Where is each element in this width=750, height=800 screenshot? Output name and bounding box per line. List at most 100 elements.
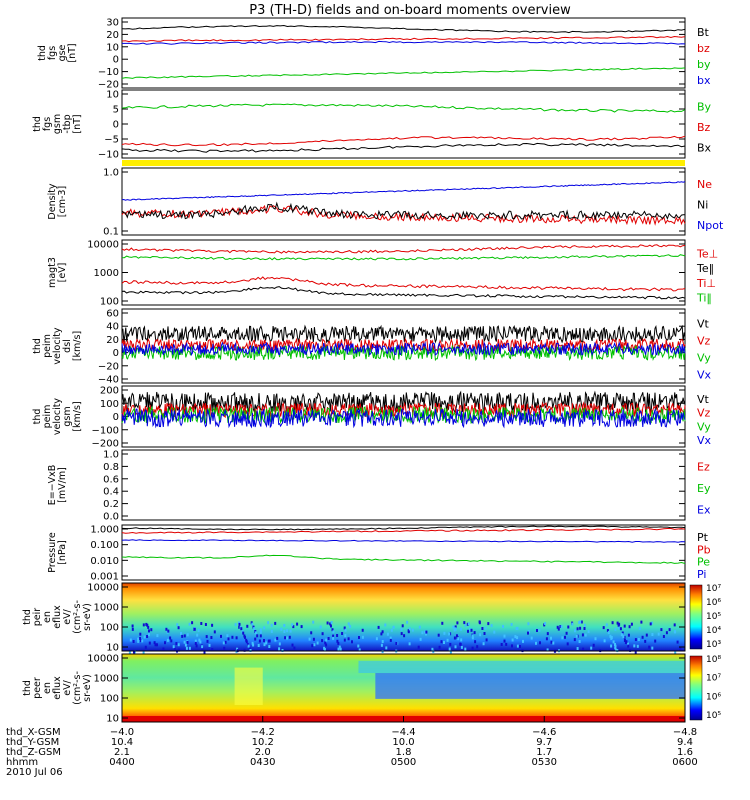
spectrogram-pixel [338,645,341,649]
spectrogram-pixel [573,638,576,642]
spectrogram-pixel [610,636,613,640]
spectrogram-pixel [400,627,403,631]
spectrogram-pixel [319,625,322,629]
spectrogram-pixel [648,645,651,649]
spectrogram-pixel [614,627,617,631]
spectrogram-pixel [590,646,593,650]
spectrogram-pixel [610,644,613,648]
spectrogram-pixel [522,639,524,643]
spectrogram-pixel [240,627,243,631]
y-axis-label: sr-eV) [82,674,93,702]
y-tick-label: 0 [113,55,119,66]
spectrogram-pixel [401,624,404,628]
x-axis-row-label: thd_Y-GSM [6,737,59,748]
spectrogram-pixel [575,634,578,638]
spectrogram-pixel [607,631,610,635]
spectrogram-pixel [286,636,289,640]
legend-pi: Pi [697,568,706,581]
y-axis-label: -tbp [62,114,73,133]
series-line-Npot [121,181,686,201]
y-tick-label: 100 [100,694,119,705]
y-axis-label: dsl [62,339,73,353]
y-tick-label: 0.100 [90,540,119,551]
y-axis-label: en [42,682,53,694]
spectrogram-pixel [263,626,266,630]
spectrogram-pixel [453,636,456,640]
spectrogram-pixel [257,644,260,647]
spectrogram-pixel [425,630,428,634]
spectrogram-pixel [578,621,581,624]
spectrogram-pixel [665,631,668,635]
spectrogram-pixel [476,645,479,649]
spectrogram-pixel [175,642,178,646]
y-tick-label: 1000 [94,674,119,685]
spectrogram-pixel [484,626,487,630]
spectrogram-pixel [456,634,458,638]
panel-frame-density [121,167,686,236]
y-axis-label: peim [42,405,53,429]
y-tick-label: 0.8 [103,462,119,473]
spectrogram-pixel [560,625,563,629]
spectrogram-pixel [446,638,449,642]
spectrogram-pixel [448,647,451,651]
spectrogram-pixel [514,635,517,639]
spectrogram-peir [122,583,685,651]
spectrogram-pixel [268,645,271,648]
spectrogram-pixel [173,648,176,652]
spectrogram-pixel [627,633,630,637]
spectrogram-pixel [131,627,134,631]
spectrogram-pixel [251,641,254,645]
spectrogram-pixel [200,622,203,625]
series-line-Bz [121,135,686,147]
spectrogram-pixel [645,633,648,637]
spectrogram-pixel [676,640,679,644]
spectrogram-pixel [351,640,353,644]
legend-ni: Ni [697,199,708,212]
spectrogram-pixel [206,639,209,643]
y-tick-label: 10 [106,90,119,101]
spectrogram-pixel [623,624,626,628]
spectrogram-pixel [238,622,241,626]
y-axis-label: thd [37,45,48,61]
y-tick-label: −10 [98,67,119,78]
spectrogram-pixel [578,640,581,643]
y-axis-label: [km/s] [72,331,83,361]
spectrogram-pixel [148,629,150,633]
spectrogram-pixel [186,633,189,637]
spectrogram-pixel [592,643,595,647]
y-tick-label: 5 [113,105,119,116]
legend-by: by [697,58,711,71]
panel-frame-temp [121,239,686,306]
spectrogram-pixel [657,632,660,636]
spectrogram-pixel [227,637,230,641]
spectrogram-pixel [617,623,620,627]
y-axis-label: Density [47,183,58,219]
spectrogram-pixel [343,626,346,630]
spectrogram-pixel [324,641,327,645]
spectrogram-pixel [197,628,200,632]
y-tick-label: 10000 [87,654,119,665]
spectrogram-pixel [283,630,286,633]
legend-vy: Vy [697,420,711,433]
series-line-Pb [121,528,686,534]
y-axis-label: eflux [52,605,63,629]
spectrogram-pixel [180,632,182,635]
y-axis-label: [cm-3] [57,186,68,217]
spectrogram-pixel [357,644,360,648]
spectrogram-pixel [148,641,151,645]
y-axis-label: [eV] [57,263,68,283]
spectrogram-pixel [515,627,518,630]
spectrogram-pixel [616,621,619,625]
spectrogram-pixel [226,634,229,638]
spectrogram-pixel [662,635,665,638]
y-tick-label: 0.6 [103,474,119,485]
spectrogram-pixel [673,623,676,627]
spectrogram-pixel [310,631,313,635]
y-tick-label: 1000 [94,268,119,279]
y-axis-label: (cm²-s- [72,600,83,634]
spectrogram-pixel [624,641,627,645]
spectrogram-pixel [457,637,460,641]
spectrogram-pixel [211,623,214,627]
spectrogram-pixel [389,636,392,640]
spectrogram-pixel [332,630,335,634]
